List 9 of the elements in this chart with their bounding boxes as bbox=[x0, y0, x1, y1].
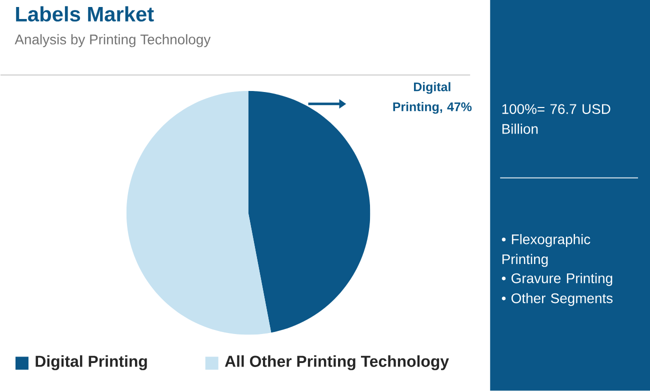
data-label: Digital Printing, 47% bbox=[393, 82, 472, 114]
text: 100%= 76.7 USD Billion bbox=[502, 104, 610, 134]
text: • Gravure Printing bbox=[502, 273, 612, 286]
text: • Flexographic Printing bbox=[502, 234, 590, 268]
text: • Other Segments bbox=[502, 293, 613, 306]
legend-label: All Other Printing Technology bbox=[224, 355, 449, 370]
chart-subtitle: Analysis by Printing Technology bbox=[14, 34, 211, 48]
legend-label: Digital Printing bbox=[36, 355, 147, 370]
chart-title: Labels Market bbox=[16, 6, 154, 22]
